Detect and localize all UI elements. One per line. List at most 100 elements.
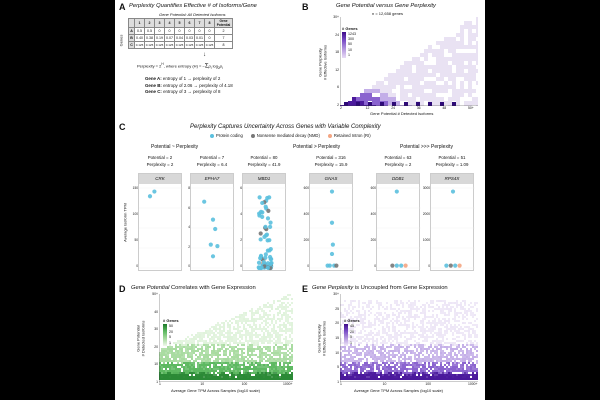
heat-cell (189, 348, 191, 350)
heat-cell (408, 81, 412, 85)
heat-cell (440, 57, 444, 61)
heat-cell (181, 342, 183, 344)
heat-cell (251, 336, 253, 338)
heat-cell (476, 61, 478, 65)
heat-cell (267, 376, 269, 378)
heat-cell (440, 77, 444, 81)
heat-cell (261, 330, 263, 332)
heat-cell (263, 338, 265, 340)
heat-cell (213, 338, 215, 340)
heat-cell (249, 364, 251, 366)
heat-cell (251, 334, 253, 336)
heat-cell (227, 334, 229, 336)
panel-b-xlabel: Gene Potential # Detected Isoforms (370, 111, 434, 116)
heat-cell (452, 53, 456, 57)
heat-cell (159, 372, 161, 374)
heat-cell (257, 374, 259, 376)
heat-cell (384, 97, 388, 101)
heat-cell (275, 342, 277, 344)
heat-cell (229, 368, 231, 370)
heat-cell (203, 334, 205, 336)
heat-cell (251, 378, 253, 380)
heat-cell (215, 342, 217, 344)
heat-cell (255, 336, 257, 338)
heat-cell (289, 370, 291, 372)
heat-cell (289, 360, 291, 362)
heat-cell (253, 372, 255, 374)
heat-cell (464, 376, 466, 378)
heat-cell (247, 324, 249, 326)
heat-cell (400, 332, 402, 334)
heat-cell (207, 362, 209, 364)
heat-cell (203, 344, 205, 346)
heat-cell (219, 348, 221, 350)
heat-cell (438, 370, 440, 372)
heat-cell (247, 366, 249, 368)
heat-cell (191, 344, 193, 346)
heat-cell (203, 376, 205, 378)
heat-cell (191, 342, 193, 344)
heat-cell (211, 374, 213, 376)
heat-cell (201, 368, 203, 370)
example-text: entropy of 3 → perplexity of 8 (163, 89, 221, 94)
heat-cell (235, 356, 237, 358)
heat-cell (464, 105, 468, 106)
heat-cell (183, 358, 185, 360)
legend-value: 50 (169, 324, 173, 328)
heat-cell (237, 342, 239, 344)
heat-cell (360, 101, 364, 105)
heat-cell (233, 338, 235, 340)
heat-cell (342, 330, 344, 332)
heat-cell (382, 330, 384, 332)
heat-cell (476, 81, 478, 85)
heat-cell (277, 332, 279, 334)
heat-cell (392, 366, 394, 368)
heat-cell (283, 306, 285, 308)
heat-cell (444, 308, 446, 310)
heat-cell (420, 65, 424, 69)
heat-cell (352, 346, 354, 348)
heat-cell (247, 330, 249, 332)
heat-cell (468, 33, 472, 37)
heat-cell (380, 350, 382, 352)
heat-cell (267, 332, 269, 334)
heat-cell (392, 340, 394, 342)
heat-cell (251, 326, 253, 328)
heat-cell (201, 362, 203, 364)
heat-cell (279, 310, 281, 312)
heat-cell (416, 69, 420, 73)
heat-cell (217, 322, 219, 324)
heat-cell (438, 320, 440, 322)
heat-cell (221, 372, 223, 374)
legend-item: Protein coding (210, 133, 243, 138)
heat-cell (400, 73, 404, 77)
heat-cell (207, 368, 209, 370)
heat-cell (229, 344, 231, 346)
panel-d: D Gene Potential Correlates with Gene Ex… (115, 282, 300, 400)
heat-cell (460, 61, 464, 65)
heat-cell (470, 334, 472, 336)
heat-cell (245, 338, 247, 340)
heat-cell (219, 336, 221, 338)
heat-cell (388, 97, 392, 101)
heat-cell (404, 93, 408, 97)
heat-cell (179, 378, 181, 380)
heat-cell (283, 360, 285, 362)
heat-cell (271, 334, 273, 336)
heat-cell (179, 372, 181, 374)
heat-cell (239, 360, 241, 362)
heat-cell (285, 362, 287, 364)
heat-cell (193, 344, 195, 346)
heat-cell (231, 372, 233, 374)
heat-cell (201, 338, 203, 340)
heat-cell (283, 322, 285, 324)
heat-cell (382, 340, 384, 342)
heat-cell (243, 358, 245, 360)
table-cell: 0.125 (194, 41, 205, 49)
heat-cell (167, 378, 169, 380)
heat-cell (376, 105, 380, 106)
heat-cell (253, 364, 255, 366)
heat-cell (291, 376, 293, 378)
heat-cell (189, 376, 191, 378)
heat-cell (167, 352, 169, 354)
